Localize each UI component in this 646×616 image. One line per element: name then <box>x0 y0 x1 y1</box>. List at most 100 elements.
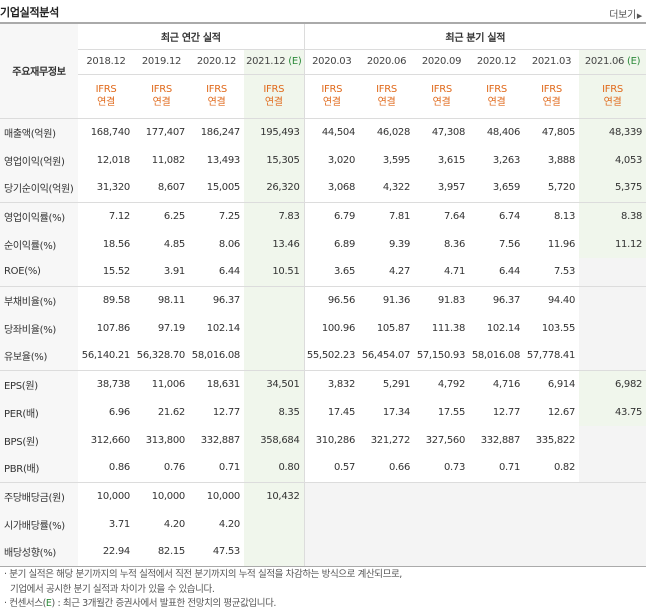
table-cell: 8.13 <box>524 201 580 230</box>
table-cell: 105.87 <box>376 322 411 334</box>
consolidated-label: 연결 <box>432 97 451 108</box>
table-cell: 38,738 <box>78 369 134 398</box>
table-cell: 47,805 <box>541 126 576 138</box>
footnote-consensus-prefix: · 컨센서스( <box>4 598 46 609</box>
period-quarter-header: 2020.03 <box>303 49 360 75</box>
consolidated-label: 연결 <box>603 97 622 108</box>
table-cell: 0.80 <box>244 454 305 482</box>
table-cell <box>469 510 525 538</box>
table-cell: 10.51 <box>244 258 305 286</box>
table-cell: 4.20 <box>163 518 185 530</box>
table-cell <box>303 538 360 567</box>
table-cell: 0.71 <box>498 462 521 474</box>
table-cell: 102.14 <box>206 322 241 334</box>
table-cell: 7.12 <box>78 201 134 230</box>
ifrs-badge: IFRS 연결 <box>244 74 305 119</box>
period-date: 2020.06 <box>366 56 407 67</box>
table-cell: 4.85 <box>163 238 185 250</box>
table-cell: 5,375 <box>579 174 646 202</box>
annual-group-label: 최근 연간 실적 <box>78 22 305 50</box>
table-cell: 8,607 <box>157 182 185 194</box>
table-cell: 103.55 <box>541 322 576 334</box>
table-cell: 17.45 <box>303 398 360 426</box>
period-quarter-header: 2021.03 <box>524 49 580 75</box>
table-cell: 3,832 <box>303 369 360 398</box>
table-cell: 312,660 <box>90 434 131 446</box>
table-cell: 58,016.08 <box>471 350 521 362</box>
table-row: BPS(원) 312,660 313,800 332,887 358,684 310,28… <box>0 426 646 454</box>
footnotes: · 분기 실적은 해당 분기까지의 누적 실적에서 직전 분기까지의 누적 실적… <box>4 568 402 612</box>
table-cell: 82.15 <box>134 538 189 567</box>
table-cell <box>414 510 470 538</box>
period-annual-header: 2018.12 <box>78 49 134 75</box>
row-label: 순이익률(%) <box>0 230 78 258</box>
table-cell: 94.40 <box>524 285 580 314</box>
footnote-quarterly: · 분기 실적은 해당 분기까지의 누적 실적에서 직전 분기까지의 누적 실적… <box>4 569 402 580</box>
table-row: 배당성향(%) 22.94 82.15 47.53 <box>0 538 646 567</box>
table-cell: 3.65 <box>303 258 360 286</box>
table-row: 시가배당률(%) 3.71 4.20 4.20 <box>0 510 646 538</box>
ifrs-badge: IFRS 연결 <box>134 74 189 119</box>
table-cell <box>244 538 305 567</box>
row-label: 당기순이익(억원) <box>0 174 78 202</box>
table-cell: 10,432 <box>244 481 305 510</box>
row-label: 주당배당금(원) <box>0 481 78 510</box>
period-quarter-header: 2020.09 <box>414 49 470 75</box>
table-cell: 0.73 <box>443 462 466 474</box>
table-cell: 0.86 <box>108 462 130 474</box>
row-label: PER(배) <box>0 398 78 426</box>
table-cell: 8.06 <box>218 238 240 250</box>
table-cell: 57,150.93 <box>416 350 466 362</box>
table-cell: 97.19 <box>157 322 185 334</box>
table-cell: 0.66 <box>388 462 411 474</box>
table-cell: 47.53 <box>189 538 244 567</box>
table-cell: 7.56 <box>498 238 521 250</box>
ifrs-label: IFRS <box>486 84 507 95</box>
consolidated-label: 연결 <box>487 97 506 108</box>
table-cell: 186,247 <box>200 126 241 138</box>
table-cell: 3.71 <box>108 518 130 530</box>
row-label: ROE(%) <box>0 258 78 286</box>
period-date: 2021.12 <box>246 56 286 67</box>
table-cell: 13.46 <box>244 230 305 258</box>
table-cell: 3,957 <box>437 182 466 194</box>
section-title: 기업실적분석 <box>0 6 59 19</box>
table-cell: 10,000 <box>189 481 244 510</box>
table-row: 주당배당금(원) 10,000 10,000 10,000 10,432 <box>0 481 646 510</box>
table-cell <box>244 342 305 370</box>
table-cell: 4,322 <box>382 182 411 194</box>
table-cell <box>579 342 646 370</box>
table-cell: 34,501 <box>244 369 305 398</box>
table-cell <box>244 285 305 314</box>
chevron-right-icon: ▶ <box>636 12 642 20</box>
table-row: ROE(%) 15.52 3.91 6.44 10.51 3.65 4.27 4.71 6.44… <box>0 258 646 286</box>
table-cell: 358,684 <box>244 426 305 454</box>
more-link[interactable]: 더보기▶ <box>609 6 642 21</box>
table-cell: 9.39 <box>388 238 411 250</box>
table-cell <box>579 481 646 510</box>
table-cell: 12.77 <box>212 406 240 418</box>
table-cell: 91.83 <box>414 285 470 314</box>
table-cell: 7.64 <box>414 201 470 230</box>
table-cell: 48,406 <box>486 126 521 138</box>
table-cell: 4.20 <box>218 518 240 530</box>
ifrs-badge: IFRS 연결 <box>189 74 244 119</box>
table-cell: 0.76 <box>163 462 185 474</box>
table-cell: 18.56 <box>102 238 130 250</box>
table-cell: 13,493 <box>206 154 241 166</box>
table-cell <box>244 510 305 538</box>
table-row: 당기순이익(억원) 31,320 8,607 15,005 26,320 3,068 4,3… <box>0 174 646 202</box>
table-cell <box>414 481 470 510</box>
table-cell: 89.58 <box>78 285 134 314</box>
table-cell: 6,914 <box>524 369 580 398</box>
period-header-row: 2018.12 2019.12 2020.12 2021.12 (E) 2020.03 2… <box>0 49 646 75</box>
table-cell <box>579 510 646 538</box>
table-cell: 56,328.70 <box>136 350 186 362</box>
ifrs-badge: IFRS 연결 <box>524 74 580 119</box>
period-date: 2021.03 <box>531 56 572 67</box>
table-cell <box>524 510 580 538</box>
row-label: BPS(원) <box>0 426 78 454</box>
table-cell <box>524 538 580 567</box>
table-cell <box>303 481 360 510</box>
row-label: PBR(배) <box>0 454 78 482</box>
